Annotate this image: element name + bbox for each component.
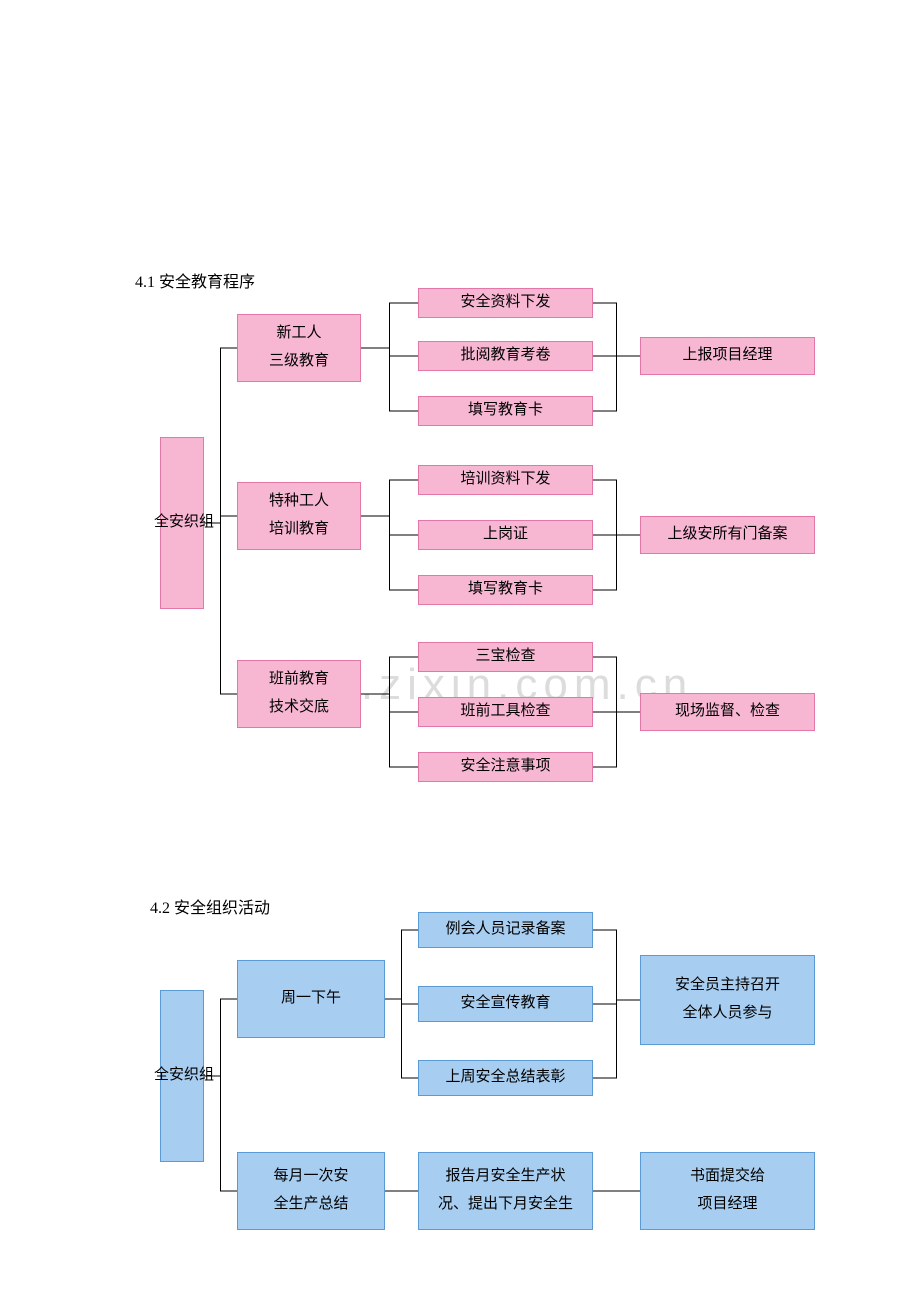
chart1-item-train-data: 培训资料下发 xyxy=(418,465,593,495)
chart2-root: 组 织 安 全 xyxy=(160,990,204,1162)
chart1-item-tool-check: 班前工具检查 xyxy=(418,697,593,727)
chart1-item-cert: 上岗证 xyxy=(418,520,593,550)
chart1-item-3bao: 三宝检查 xyxy=(418,642,593,672)
chart1-result-archive: 上级安所有门备案 xyxy=(640,516,815,554)
chart2-result-host: 安全员主持召开 全体人员参与 xyxy=(640,955,815,1045)
chart1-item-attention: 安全注意事项 xyxy=(418,752,593,782)
chart1-result-onsite: 现场监督、检查 xyxy=(640,693,815,731)
chart1-root: 组 织 安 全 xyxy=(160,437,204,609)
chart1-item-safety-data: 安全资料下发 xyxy=(418,288,593,318)
chart2-branch-monthly: 每月一次安 全生产总结 xyxy=(237,1152,385,1230)
chart1-branch-new-worker: 新工人 三级教育 xyxy=(237,314,361,382)
chart2-item-propaganda: 安全宣传教育 xyxy=(418,986,593,1022)
chart1-branch-special-worker: 特种工人 培训教育 xyxy=(237,482,361,550)
chart2-item-summary: 上周安全总结表彰 xyxy=(418,1060,593,1096)
chart2-result-submit: 书面提交给 项目经理 xyxy=(640,1152,815,1230)
chart1-item-edu-card-2: 填写教育卡 xyxy=(418,575,593,605)
chart1-item-edu-card-1: 填写教育卡 xyxy=(418,396,593,426)
chart1-branch-preclass: 班前教育 技术交底 xyxy=(237,660,361,728)
page: www.zixin.com.cn 4.1 安全教育程序 4.2 安全组织活动 组… xyxy=(0,0,920,1302)
chart1-result-report-pm: 上报项目经理 xyxy=(640,337,815,375)
chart2-item-report: 报告月安全生产状 况、提出下月安全生 xyxy=(418,1152,593,1230)
chart2-branch-monday: 周一下午 xyxy=(237,960,385,1038)
heading-4-1: 4.1 安全教育程序 xyxy=(135,268,255,292)
chart1-item-review-exam: 批阅教育考卷 xyxy=(418,341,593,371)
heading-4-2: 4.2 安全组织活动 xyxy=(150,894,270,918)
chart2-item-record: 例会人员记录备案 xyxy=(418,912,593,948)
